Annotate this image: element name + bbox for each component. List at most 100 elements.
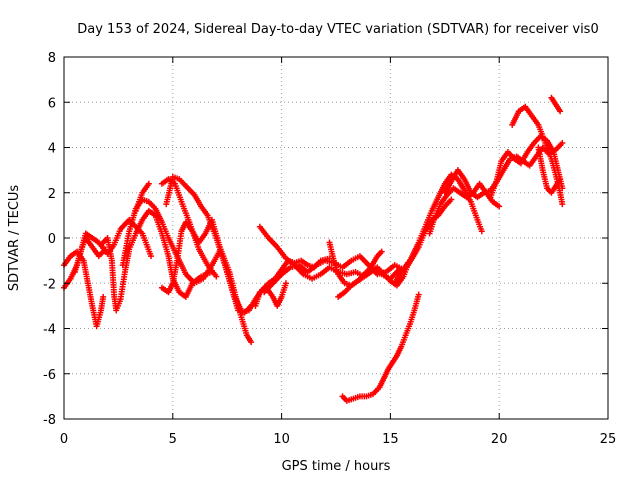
- dense-samples: [275, 295, 284, 308]
- dense-samples: [390, 354, 399, 364]
- dense-samples: [532, 134, 542, 145]
- series-pass-6: [132, 180, 152, 214]
- dense-samples: [315, 258, 326, 268]
- dense-samples: [540, 135, 550, 149]
- y-tick-label: 0: [48, 232, 56, 247]
- dense-samples: [519, 150, 530, 165]
- dense-samples: [140, 232, 154, 257]
- dense-samples: [302, 272, 313, 281]
- dense-samples: [279, 282, 289, 298]
- dense-samples: [443, 198, 453, 208]
- dense-samples: [62, 277, 73, 289]
- dense-samples: [340, 394, 349, 403]
- dense-samples: [117, 271, 128, 300]
- y-tick-label: 8: [48, 51, 56, 66]
- dense-samples: [258, 285, 268, 295]
- dense-samples: [197, 248, 210, 267]
- dense-samples: [244, 333, 254, 344]
- dense-samples: [407, 309, 417, 325]
- dense-samples: [350, 254, 361, 263]
- dense-samples: [403, 323, 413, 337]
- dense-samples: [423, 210, 434, 228]
- dense-samples: [549, 184, 558, 195]
- data-point: [100, 293, 107, 300]
- dense-samples: [382, 272, 392, 283]
- dense-samples: [81, 259, 91, 284]
- dense-samples: [386, 361, 395, 371]
- dense-samples: [184, 184, 197, 197]
- grid-lines: [64, 57, 608, 419]
- dense-samples: [525, 141, 536, 154]
- dense-samples: [456, 168, 467, 181]
- dense-samples: [177, 177, 188, 188]
- data-point: [148, 253, 155, 260]
- dense-samples: [166, 237, 180, 258]
- dense-samples: [393, 263, 405, 272]
- dense-samples: [90, 236, 101, 245]
- dense-samples: [513, 156, 523, 166]
- data-point: [557, 176, 564, 183]
- dense-samples: [306, 263, 318, 274]
- dense-samples: [399, 334, 408, 348]
- y-tick-label: 2: [48, 187, 56, 202]
- dense-samples: [172, 182, 184, 203]
- dense-samples: [271, 272, 284, 285]
- dense-samples: [147, 200, 157, 210]
- dense-samples: [553, 177, 563, 188]
- data-point: [559, 139, 566, 146]
- series-pass-4: [97, 207, 215, 314]
- dense-samples: [267, 276, 277, 286]
- dense-samples: [297, 263, 309, 274]
- dense-samples: [206, 264, 218, 278]
- dense-samples: [477, 182, 488, 194]
- dense-samples: [362, 270, 373, 279]
- dense-samples: [336, 290, 347, 299]
- dense-samples: [183, 282, 195, 298]
- dense-samples: [506, 150, 516, 161]
- dense-samples: [306, 262, 316, 270]
- y-tick-label: 6: [48, 96, 56, 111]
- dense-samples: [491, 199, 501, 209]
- dense-samples: [488, 178, 500, 199]
- data-points: [61, 94, 566, 404]
- dense-samples: [140, 182, 151, 194]
- series-pass-20: [509, 103, 566, 208]
- dense-samples: [120, 230, 132, 266]
- y-tick-label: -2: [43, 277, 56, 292]
- dense-samples: [527, 155, 538, 167]
- data-point: [559, 201, 566, 208]
- dense-samples: [171, 174, 181, 182]
- dense-samples: [349, 279, 360, 288]
- dense-samples: [331, 259, 341, 275]
- dense-samples: [177, 290, 188, 299]
- dense-samples: [483, 188, 492, 195]
- dense-samples: [465, 190, 475, 200]
- data-point: [248, 339, 255, 346]
- dense-samples: [394, 345, 404, 357]
- dense-samples: [179, 201, 193, 226]
- dense-samples: [368, 254, 380, 269]
- dense-samples: [359, 393, 368, 400]
- dense-samples: [84, 236, 94, 249]
- dense-samples: [241, 308, 250, 315]
- dense-samples: [280, 265, 292, 276]
- dense-samples: [114, 298, 123, 312]
- dense-samples: [354, 270, 366, 279]
- dense-samples: [141, 197, 150, 205]
- chart-title: Day 153 of 2024, Sidereal Day-to-day VTE…: [77, 22, 598, 37]
- dense-samples: [97, 248, 107, 258]
- dense-samples: [133, 192, 145, 212]
- dense-samples: [166, 282, 175, 294]
- dense-samples: [311, 272, 322, 281]
- dense-samples: [62, 254, 73, 267]
- dense-samples: [153, 214, 165, 235]
- dense-samples: [392, 270, 404, 285]
- dense-samples: [187, 223, 202, 251]
- series-pass-22: [548, 94, 564, 115]
- dense-samples: [395, 275, 406, 287]
- dense-samples: [510, 110, 521, 126]
- dense-samples: [284, 256, 296, 267]
- dense-samples: [557, 192, 565, 205]
- dense-samples: [352, 394, 361, 401]
